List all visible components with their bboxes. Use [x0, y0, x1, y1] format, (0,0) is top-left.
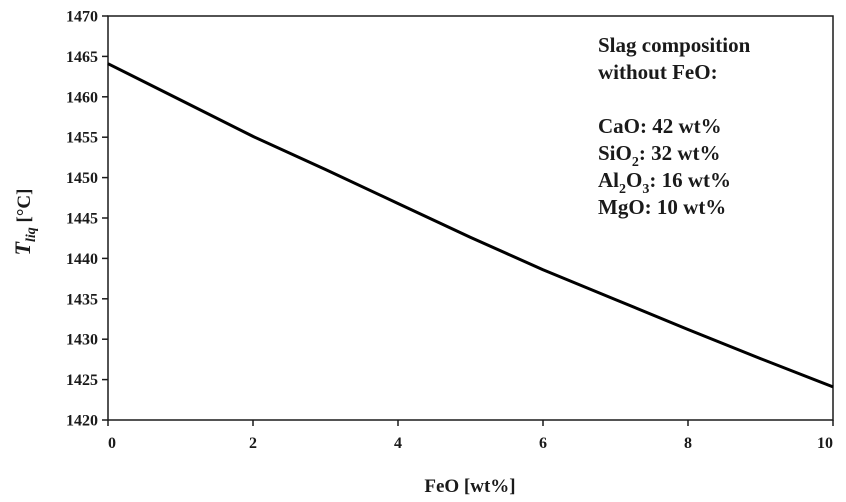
annotation-text: without FeO:: [598, 60, 718, 84]
annotation-line: SiO2: 32 wt%: [598, 141, 721, 170]
annotation-text: CaO: 42 wt%: [598, 114, 722, 138]
y-tick-label: 1450: [66, 170, 98, 187]
annotation-line: Al2O3: 16 wt%: [598, 168, 731, 197]
annotation-subscript: 2: [632, 155, 639, 170]
y-axis-title-subscript: liq: [24, 227, 39, 242]
y-axis: 1420 1425 1430 1435 1440 1445 1450 1455 1460 1465…: [66, 9, 108, 430]
annotation-subscript: 3: [642, 182, 649, 197]
annotation-text: Al: [598, 168, 619, 192]
annotation-text: : 16 wt%: [649, 168, 731, 192]
x-tick-label: 6: [539, 435, 547, 452]
y-axis-title-symbol: T: [10, 240, 35, 255]
y-tick-label: 1445: [66, 211, 98, 228]
series-group: [107, 62, 834, 389]
y-axis-title: Tliq [°C]: [10, 189, 39, 256]
y-tick-label: 1420: [66, 413, 98, 430]
annotation-line: CaO: 42 wt%: [598, 114, 722, 138]
y-tick-label: 1455: [66, 130, 98, 147]
annotation-line: Slag composition: [598, 33, 751, 57]
composition-annotation: Slag composition without FeO: CaO: 42 wt% S…: [598, 33, 751, 219]
annotation-text: Slag composition: [598, 33, 751, 57]
series-line: [107, 62, 834, 389]
y-axis-title-unit: [°C]: [14, 189, 35, 228]
y-tick-label: 1430: [66, 332, 98, 349]
annotation-line: MgO: 10 wt%: [598, 195, 726, 219]
annotation-text: SiO: [598, 141, 632, 165]
x-axis: 0 2 4 6 8 10: [107, 420, 834, 452]
y-tick-label: 1440: [66, 251, 98, 268]
annotation-line: without FeO:: [598, 60, 718, 84]
x-tick-label: 8: [684, 435, 692, 452]
y-tick-label: 1425: [66, 372, 98, 389]
x-tick-label: 0: [108, 435, 116, 452]
y-tick-label: 1435: [66, 291, 98, 308]
annotation-subscript: 2: [619, 182, 626, 197]
y-tick-label: 1460: [66, 89, 98, 106]
annotation-text: : 32 wt%: [639, 141, 721, 165]
x-tick-label: 4: [394, 435, 402, 452]
y-tick-label: 1470: [66, 9, 98, 26]
annotation-text: O: [626, 168, 642, 192]
x-tick-label: 10: [817, 435, 833, 452]
x-axis-title: FeO [wt%]: [424, 476, 515, 497]
y-tick-label: 1465: [66, 49, 98, 66]
annotation-text: MgO: 10 wt%: [598, 195, 726, 219]
x-tick-label: 2: [249, 435, 257, 452]
